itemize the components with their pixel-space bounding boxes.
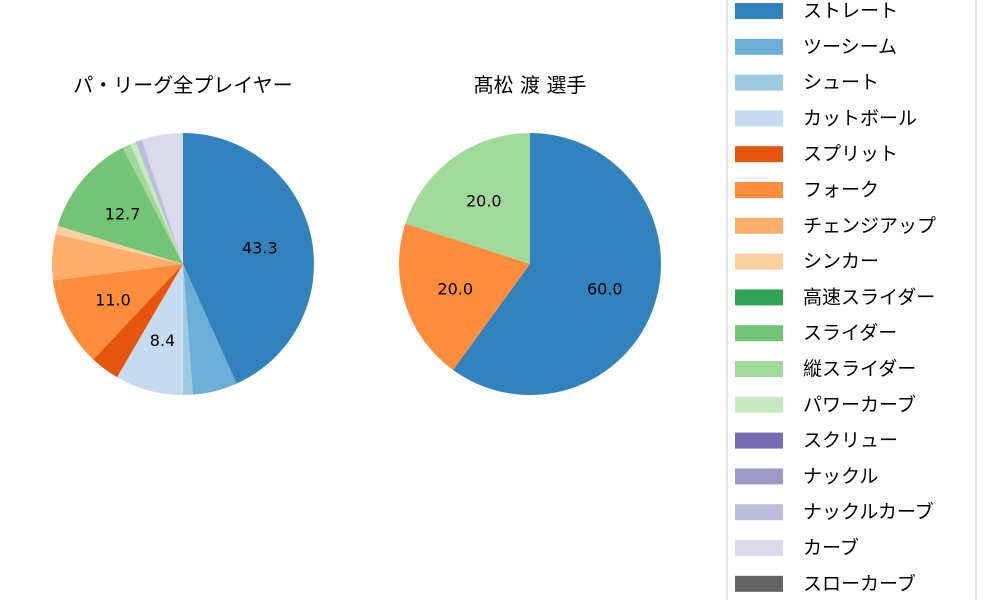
- pie-slice-フォーク: [398, 223, 530, 370]
- pie-slice-ストレート: [183, 133, 315, 384]
- data-label: 8.4: [150, 331, 175, 350]
- legend-swatch: [735, 468, 783, 485]
- legend-swatch: [735, 110, 783, 127]
- pie-slice-ナックルカーブ: [135, 139, 183, 264]
- legend-swatch: [735, 361, 783, 377]
- legend-box: [726, 0, 977, 600]
- pie-slice-パワーカーブ: [130, 141, 183, 264]
- data-label: 20.0: [466, 191, 502, 210]
- legend-swatch: [735, 3, 783, 19]
- pie-slice-ツーシーム: [183, 264, 237, 395]
- data-label: 43.3: [242, 239, 278, 258]
- legend-label: ストレート: [803, 0, 898, 22]
- legend-swatch: [735, 74, 783, 91]
- pie-title: パ・リーグ全プレイヤー: [73, 73, 292, 97]
- data-label: 60.0: [587, 279, 623, 298]
- legend-label: ナックルカーブ: [803, 500, 934, 523]
- legend-label: シンカー: [803, 251, 879, 273]
- legend-label: スローカーブ: [803, 572, 916, 595]
- legend-swatch: [735, 38, 783, 55]
- data-label: 11.0: [95, 291, 131, 310]
- pie-slice-チェンジアップ: [52, 233, 184, 281]
- legend-label: 縦スライダー: [803, 358, 916, 380]
- pie-slice-ストレート: [453, 133, 661, 395]
- legend-swatch: [735, 182, 783, 198]
- legend-label: シュート: [803, 72, 879, 94]
- legend-label: スライダー: [803, 322, 897, 344]
- pie-slice-フォーク: [53, 264, 183, 360]
- pie-slice-カーブ: [141, 133, 183, 264]
- pie-slice-縦スライダー: [122, 144, 183, 264]
- legend-swatch: [735, 432, 783, 449]
- legend-swatch: [735, 325, 783, 342]
- legend-label: チェンジアップ: [803, 215, 936, 237]
- legend-swatch: [735, 504, 783, 521]
- legend-label: スプリット: [803, 143, 898, 165]
- pie-slice-スライダー: [57, 147, 183, 264]
- legend-label: パワーカーブ: [803, 393, 916, 416]
- legend-label: ナックル: [803, 465, 878, 487]
- legend-swatch: [735, 396, 783, 413]
- pie-slice-シンカー: [55, 225, 183, 264]
- pie-title: 髙松 渡 選手: [474, 73, 587, 97]
- legend-label: フォーク: [803, 179, 879, 201]
- legend-swatch: [735, 289, 783, 306]
- data-label: 12.7: [105, 205, 141, 224]
- legend-label: ツーシーム: [803, 36, 897, 58]
- legend-label: 高速スライダー: [803, 286, 935, 308]
- pie-slice-スプリット: [93, 264, 183, 378]
- legend-label: カーブ: [803, 536, 859, 559]
- pie-slice-カットボール: [117, 264, 183, 395]
- data-label: 20.0: [437, 279, 473, 298]
- pie-slice-シュート: [183, 264, 193, 395]
- legend-label: スクリュー: [803, 430, 898, 452]
- legend-swatch: [735, 146, 783, 163]
- legend-swatch: [735, 540, 783, 556]
- legend-swatch: [735, 217, 783, 234]
- pie-slice-縦スライダー: [405, 133, 530, 264]
- legend-swatch: [735, 575, 783, 592]
- legend-label: カットボール: [803, 107, 917, 129]
- legend-swatch: [735, 253, 783, 270]
